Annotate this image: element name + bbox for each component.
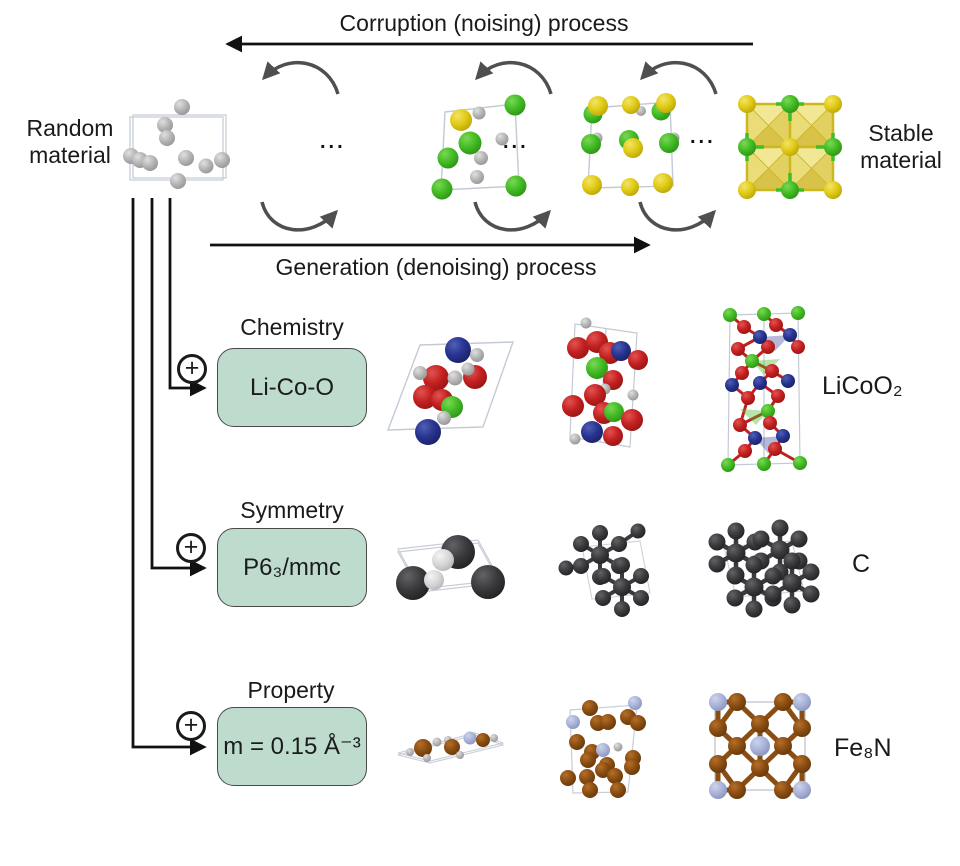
symmetry-condition-box: P6₃/mmc [217, 528, 367, 607]
cycle-arrow-bottom-1 [260, 201, 338, 232]
cycle-arrow-top-3 [640, 60, 718, 95]
carbon-structure [708, 519, 820, 618]
property-result-label: Fe₈N [834, 734, 892, 762]
licoo2-structure [721, 306, 807, 472]
fe8n-structure [709, 693, 811, 799]
corruption-process-label: Corruption (noising) process [339, 10, 629, 36]
property-structure-mid [560, 696, 646, 798]
property-structure-early [397, 731, 505, 764]
cycle-arrow-bottom-2 [473, 201, 551, 232]
symmetry-structure-mid [558, 523, 651, 617]
stable-material-label: Stable material [860, 120, 942, 174]
cycle-arrow-top-1 [262, 60, 340, 95]
symmetry-condition-value: P6₃/mmc [243, 553, 341, 581]
property-condition-value: m = 0.15 Å⁻³ [223, 733, 361, 760]
chemistry-condition-box: Li-Co-O [217, 348, 367, 427]
noisy-structure-2 [581, 93, 680, 196]
branch-arrow-property [131, 198, 207, 756]
branch-arrows [131, 198, 207, 756]
property-condition-box: m = 0.15 Å⁻³ [217, 707, 367, 786]
ellipsis-3: ... [690, 126, 716, 148]
generation-process-label: Generation (denoising) process [275, 254, 597, 280]
symmetry-label: Symmetry [240, 497, 344, 523]
symmetry-result-label: C [852, 550, 871, 578]
plus-circle-icon-chemistry: + [177, 354, 207, 384]
property-label: Property [247, 677, 335, 703]
noisy-structure-1 [431, 94, 527, 200]
ellipsis-2: ... [503, 131, 529, 153]
chemistry-structure-early [386, 337, 515, 445]
stable-material-structure [738, 95, 842, 199]
plus-circle-icon-property: + [176, 711, 206, 741]
chemistry-label: Chemistry [240, 314, 344, 340]
random-material-label: Random material [26, 115, 114, 169]
random-material-structure [123, 99, 230, 189]
ellipsis-1: ... [320, 131, 346, 153]
plus-circle-icon-symmetry: + [176, 533, 206, 563]
cycle-arrow-bottom-3 [638, 201, 716, 232]
chemistry-condition-value: Li-Co-O [249, 373, 334, 401]
symmetry-structure-early [396, 535, 505, 600]
chemistry-result-label: LiCoO₂ [822, 372, 903, 400]
chemistry-structure-mid [562, 317, 648, 448]
cycle-arrow-top-2 [475, 60, 553, 95]
